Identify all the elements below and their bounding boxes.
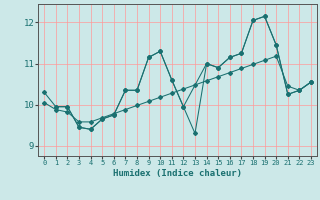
X-axis label: Humidex (Indice chaleur): Humidex (Indice chaleur) (113, 169, 242, 178)
